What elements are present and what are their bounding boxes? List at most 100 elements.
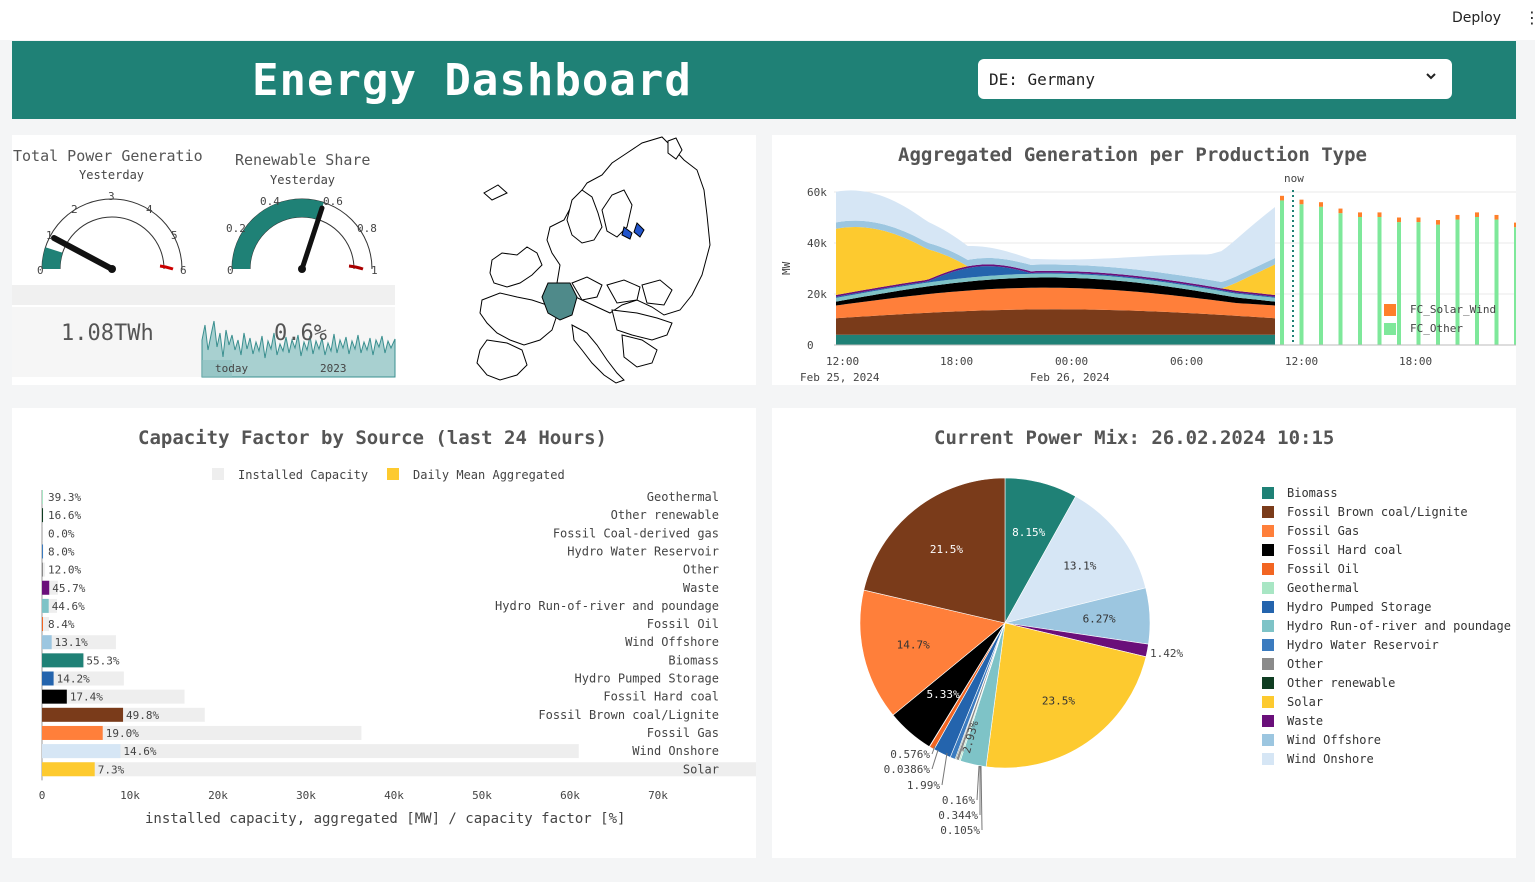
pie-legend-label: Solar [1287, 695, 1323, 709]
gauge1-tick-3: 3 [108, 190, 115, 203]
gen-xtick-2: 00:00 [1055, 355, 1088, 368]
pie-value-label: 13.1% [1063, 560, 1096, 573]
capacity-xtick: 10k [120, 789, 140, 802]
capacity-category-label: Geothermal [647, 490, 719, 504]
forecast-bar-other [1339, 213, 1343, 345]
pie-legend-swatch [1262, 639, 1274, 651]
gen-xtick-5: 18:00 [1399, 355, 1432, 368]
europe-map [477, 137, 710, 383]
forecast-bar-other [1514, 227, 1516, 345]
gen-ytick-0: 0 [807, 339, 814, 352]
country-select[interactable]: DE: Germany [978, 59, 1452, 99]
deploy-button[interactable]: Deploy [1452, 10, 1501, 26]
forecast-bar-solar-wind [1495, 215, 1499, 220]
pie-outside-label: 1.42% [1150, 647, 1183, 660]
pie-value-label: 5.33% [927, 688, 960, 701]
gen-xtick-3: 06:00 [1170, 355, 1203, 368]
capacity-category-label: Waste [683, 581, 719, 595]
capacity-category-label: Fossil Hard coal [603, 690, 719, 704]
forecast-bar-solar-wind [1436, 220, 1440, 225]
pie-legend-swatch [1262, 658, 1274, 670]
gen-ylabel: MW [780, 261, 793, 275]
capacity-category-label: Hydro Run-of-river and poundage [495, 599, 719, 613]
capacity-xtick: 30k [296, 789, 316, 802]
pie-value-label: 8.15% [1012, 526, 1045, 539]
capacity-category-label: Biomass [668, 653, 719, 667]
capacity-xtick: 40k [384, 789, 404, 802]
capacity-bar-label: 49.8% [126, 709, 159, 722]
gen-xsubtick-0: Feb 25, 2024 [800, 371, 879, 384]
gen-xtick-1: 18:00 [940, 355, 973, 368]
gauges-svg: 0 1 2 3 4 5 6 0 0.2 0.4 0.6 0.8 1 [12, 135, 756, 385]
pie-legend-swatch [1262, 544, 1274, 556]
pie-legend-swatch [1262, 620, 1274, 632]
pie-legend-swatch [1262, 734, 1274, 746]
capacity-bar-mean [42, 599, 49, 613]
pie-outside-label: 0.16% [942, 794, 975, 807]
pie-legend-label: Wind Offshore [1287, 733, 1381, 747]
forecast-bar-other [1300, 204, 1304, 345]
gauge2-tick-2: 0.4 [260, 195, 280, 208]
capacity-xtick: 70k [648, 789, 668, 802]
generation-panel: Aggregated Generation per Production Typ… [772, 135, 1516, 385]
capacity-bar-mean [42, 563, 43, 577]
overview-panel: Total Power Generatio Yesterday Renewabl… [12, 135, 756, 385]
capacity-category-label: Hydro Pumped Storage [575, 672, 720, 686]
pie-legend-swatch [1262, 601, 1274, 613]
forecast-bar-solar-wind [1456, 215, 1460, 220]
capacity-xtick: 60k [560, 789, 580, 802]
capacity-xtick: 0 [39, 789, 46, 802]
gauge1-tick-4: 4 [146, 203, 153, 216]
gauge1-tick-1: 1 [46, 229, 53, 242]
capacity-bar-label: 13.1% [55, 636, 88, 649]
capacity-bar-mean [42, 653, 83, 667]
gauge1-tick-6: 6 [180, 264, 187, 277]
capacity-chart-svg: 39.3% Geothermal16.6% Other renewable0.0% F… [12, 408, 756, 858]
capacity-bar-mean [42, 672, 54, 686]
capacity-bar-label: 8.4% [48, 618, 75, 631]
capacity-bar-mean [42, 617, 43, 631]
legend-fc-other[interactable]: FC_Other [1410, 322, 1463, 335]
capacity-xtick: 20k [208, 789, 228, 802]
capacity-bar-mean [42, 581, 49, 595]
dashboard-header: Energy Dashboard DE: Germany [12, 41, 1516, 119]
sparkline-end-label: 2023 [320, 362, 347, 375]
capacity-category-label: Wind Onshore [632, 744, 719, 758]
pie-legend-label: Fossil Hard coal [1287, 543, 1403, 557]
forecast-bar-other [1475, 217, 1479, 345]
pie-legend-swatch [1262, 525, 1274, 537]
capacity-bar-mean [42, 508, 43, 522]
kebab-menu-icon[interactable]: ⋮ [1524, 8, 1535, 27]
forecast-bar-other [1358, 217, 1362, 345]
legend-fc-solar-wind[interactable]: FC_Solar_Wind [1410, 303, 1496, 316]
capacity-xlabel: installed capacity, aggregated [MW] / ca… [145, 811, 625, 827]
capacity-bar-label: 14.6% [123, 745, 156, 758]
capacity-bar-installed [42, 762, 756, 776]
gen-ytick-2: 40k [807, 237, 827, 250]
forecast-bar-other [1378, 217, 1382, 345]
capacity-bar-mean [42, 544, 43, 558]
gen-ytick-1: 20k [807, 288, 827, 301]
pie-value-label: 21.5% [930, 543, 963, 556]
capacity-category-label: Solar [683, 762, 719, 776]
capacity-bar-mean [42, 490, 43, 504]
gauge1-tick-0: 0 [37, 264, 44, 277]
capacity-bar-mean [42, 744, 120, 758]
pie-legend-label: Waste [1287, 714, 1323, 728]
generation-chart-svg: MW [772, 135, 1516, 385]
gauge1-tick-2: 2 [71, 203, 78, 216]
forecast-bar-solar-wind [1397, 218, 1401, 223]
forecast-bar-solar-wind [1417, 218, 1421, 223]
pie-legend-swatch [1262, 696, 1274, 708]
forecast-bar-other [1495, 220, 1499, 345]
pie-legend-label: Other renewable [1287, 676, 1395, 690]
generation-area [836, 335, 1275, 345]
pie-legend-swatch [1262, 506, 1274, 518]
gauge1-tick-5: 5 [171, 229, 178, 242]
gauge2-tick-5: 1 [371, 264, 378, 277]
energy-kpi: 1.08TWh [61, 321, 154, 346]
capacity-bar-mean [42, 726, 103, 740]
gauge2-tick-3: 0.6 [323, 195, 343, 208]
capacity-bar-label: 55.3% [86, 654, 119, 667]
pie-legend-label: Fossil Brown coal/Lignite [1287, 505, 1468, 519]
